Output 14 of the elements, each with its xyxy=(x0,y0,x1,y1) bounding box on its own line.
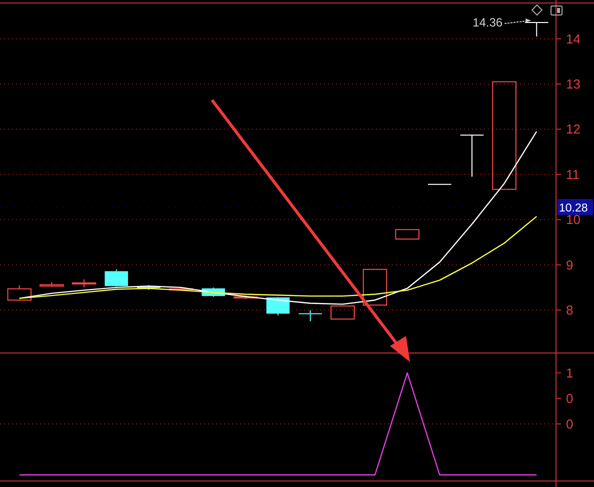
y-tick-label: 0 xyxy=(566,416,574,432)
y-tick-label: 9 xyxy=(566,257,574,272)
ref-line-label: 10.28 xyxy=(559,202,588,214)
y-tick-label: 14 xyxy=(566,31,580,46)
annotation: 14.36 xyxy=(472,16,503,30)
y-tick-label: 12 xyxy=(566,122,580,137)
y-tick-label: 8 xyxy=(566,302,574,318)
candlestick xyxy=(298,310,322,322)
y-tick-label: 10 xyxy=(566,212,580,228)
y-tick-label: 0 xyxy=(566,390,574,406)
y-tick-label: 11 xyxy=(566,166,580,182)
candlestick xyxy=(266,297,290,316)
y-tick-label: 13 xyxy=(566,76,580,92)
y-tick-label: 1 xyxy=(566,365,574,380)
